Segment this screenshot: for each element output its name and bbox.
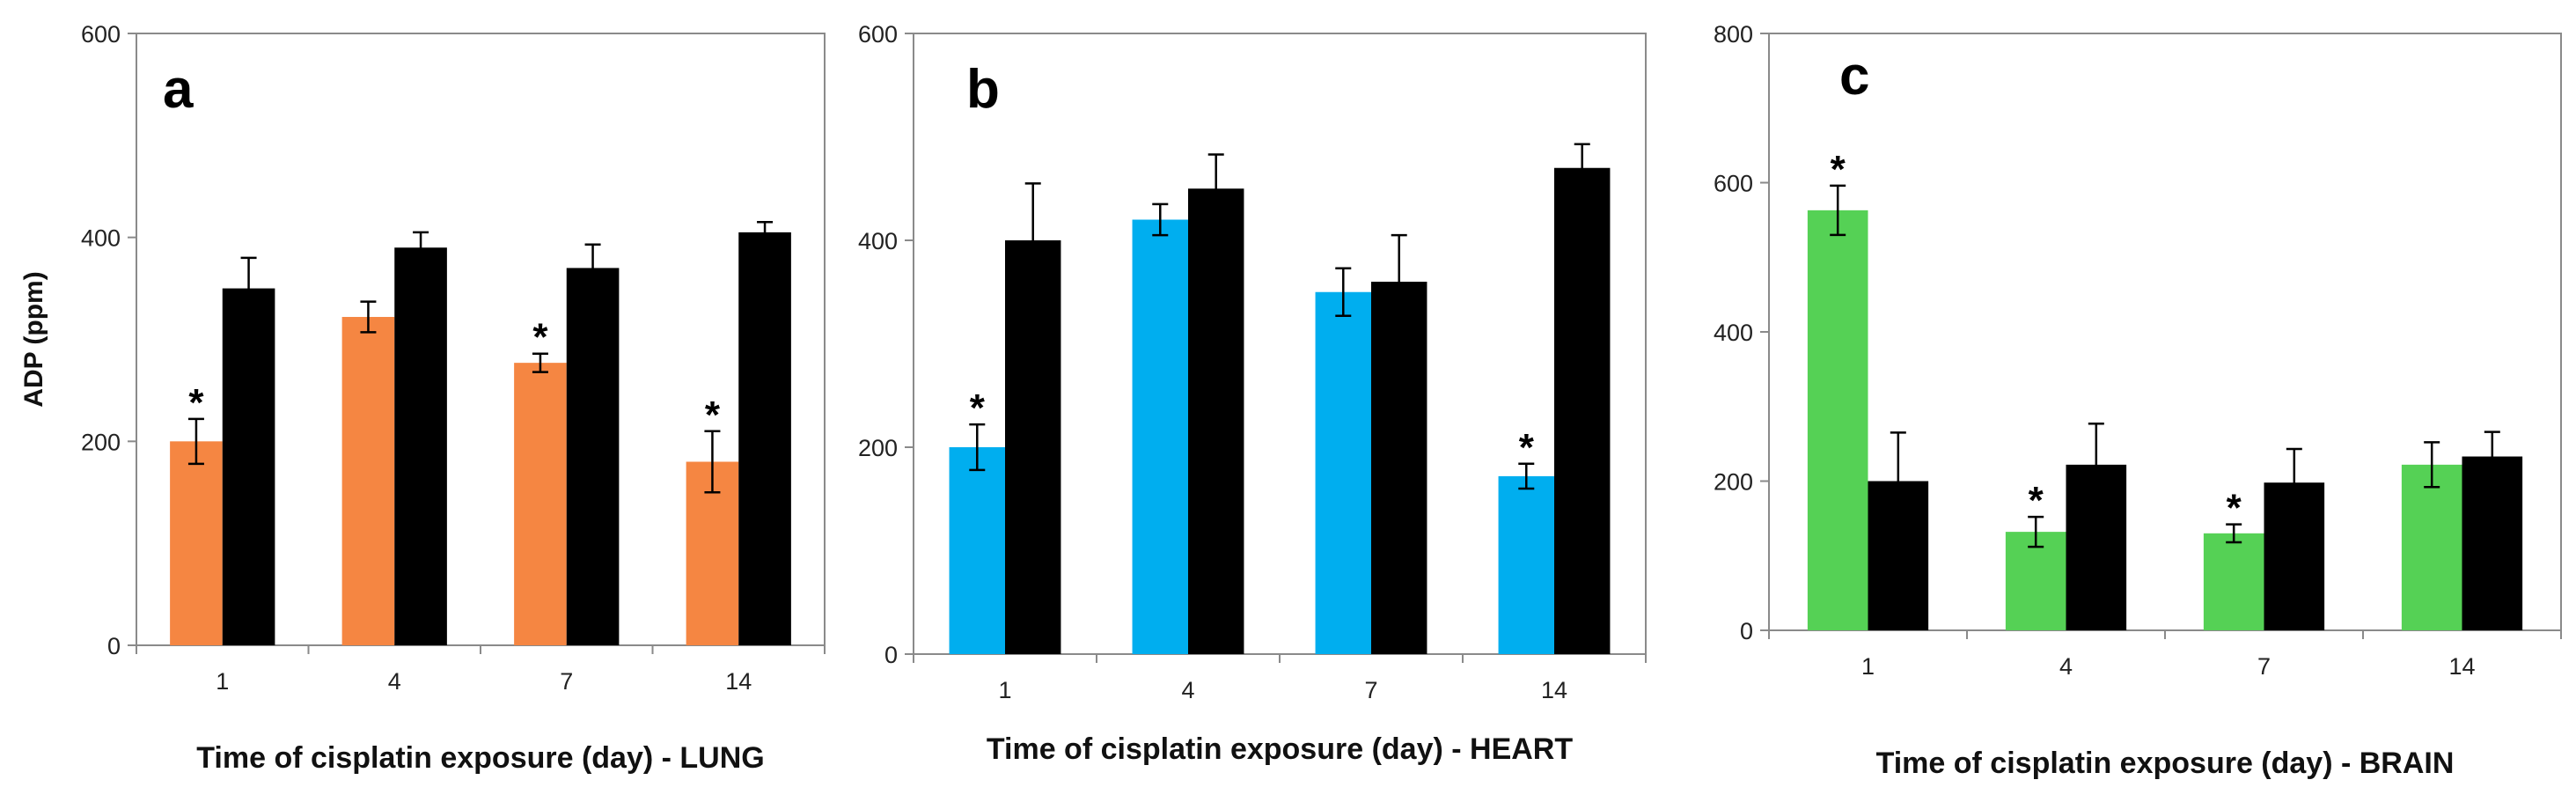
- x-tick-label: 7: [560, 668, 573, 695]
- significance-star: *: [705, 394, 721, 437]
- y-tick-label: 400: [81, 225, 121, 252]
- x-tick-label: 7: [2257, 653, 2271, 680]
- bar-lung-s2-1: [222, 288, 275, 645]
- bar-lung-s2-4: [394, 247, 447, 645]
- y-tick-label: 600: [858, 21, 898, 48]
- y-axis-label: ADP (ppm): [19, 271, 48, 407]
- x-tick-label: 4: [2059, 653, 2073, 680]
- bar-lung-s1-4: [341, 317, 395, 645]
- significance-star: *: [1831, 148, 1846, 191]
- bar-brain-s1-1: [1807, 210, 1868, 631]
- y-tick-label: 400: [858, 228, 898, 254]
- significance-star: *: [2227, 487, 2242, 530]
- bar-lung-s2-14: [738, 232, 791, 645]
- x-tick-label: 1: [998, 677, 1011, 703]
- bar-heart-s1-1: [949, 447, 1005, 654]
- bar-brain-s1-7: [2203, 533, 2264, 630]
- y-tick-label: 200: [858, 435, 898, 461]
- bar-lung-s1-1: [170, 441, 223, 645]
- significance-star: *: [1519, 426, 1535, 469]
- significance-star: *: [970, 386, 986, 430]
- y-tick-label: 800: [1714, 21, 1753, 48]
- significance-star: *: [2029, 479, 2044, 522]
- panel-label: a: [163, 59, 194, 120]
- y-tick-label: 200: [1714, 469, 1753, 496]
- x-tick-label: 4: [1181, 677, 1194, 703]
- panel-label: b: [966, 59, 1000, 120]
- y-tick-label: 0: [1740, 618, 1753, 644]
- panel-label: c: [1839, 46, 1869, 107]
- x-tick-label: 14: [2448, 653, 2475, 680]
- x-axis-label: Time of cisplatin exposure (day) - HEART: [987, 732, 1574, 766]
- x-tick-label: 7: [1364, 677, 1377, 703]
- x-tick-label: 14: [725, 668, 752, 695]
- x-axis-label: Time of cisplatin exposure (day) - BRAIN: [1876, 747, 2455, 780]
- bar-heart-s1-7: [1315, 291, 1371, 654]
- x-tick-label: 1: [216, 668, 229, 695]
- x-tick-label: 1: [1861, 653, 1875, 680]
- y-tick-label: 400: [1714, 320, 1753, 346]
- bar-heart-s2-14: [1554, 167, 1611, 654]
- bar-lung-s1-7: [514, 363, 567, 645]
- bar-brain-s2-14: [2462, 456, 2523, 630]
- y-tick-label: 600: [1714, 171, 1753, 197]
- bar-brain-s1-4: [2005, 532, 2066, 630]
- y-tick-label: 0: [884, 642, 898, 668]
- y-tick-label: 0: [107, 633, 121, 659]
- x-axis-label: Time of cisplatin exposure (day) - LUNG: [196, 741, 765, 775]
- significance-star: *: [188, 381, 204, 424]
- bar-lung-s2-7: [566, 268, 620, 645]
- bar-heart-s2-7: [1371, 282, 1427, 654]
- bar-heart-s2-1: [1005, 240, 1061, 654]
- bar-heart-s1-4: [1132, 219, 1188, 654]
- bar-heart-s1-14: [1498, 475, 1554, 654]
- x-tick-label: 4: [388, 668, 401, 695]
- y-tick-label: 600: [81, 21, 121, 48]
- bar-brain-s1-14: [2401, 464, 2462, 630]
- bar-heart-s2-4: [1188, 188, 1244, 654]
- x-tick-label: 14: [1541, 677, 1567, 703]
- y-tick-label: 200: [81, 429, 121, 455]
- significance-star: *: [532, 316, 548, 359]
